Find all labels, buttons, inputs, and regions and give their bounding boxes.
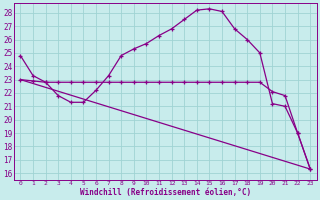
X-axis label: Windchill (Refroidissement éolien,°C): Windchill (Refroidissement éolien,°C) (80, 188, 251, 197)
